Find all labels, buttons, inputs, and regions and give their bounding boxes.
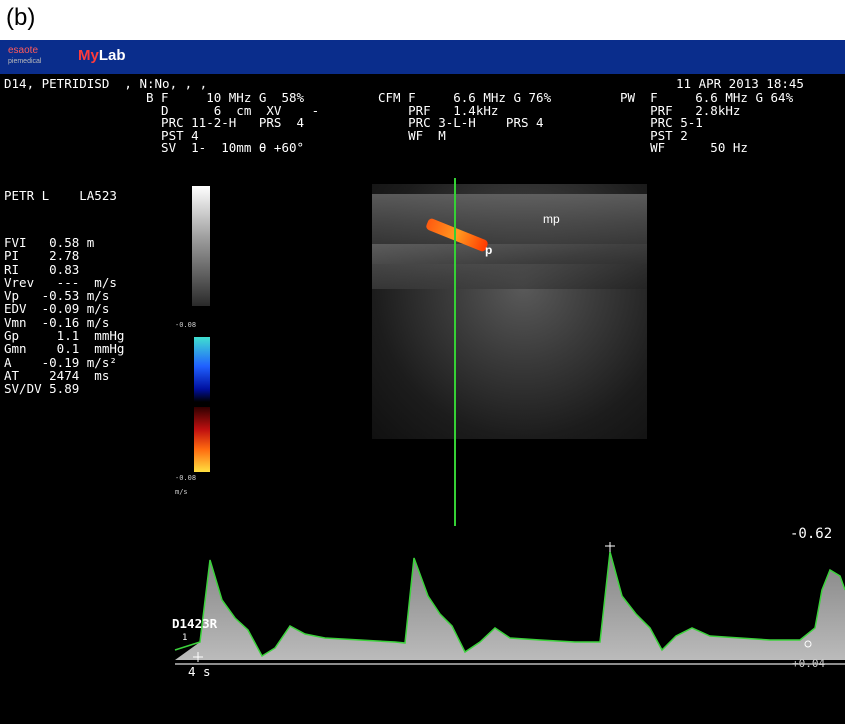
tissue-layer xyxy=(372,244,647,289)
title-bar: esaote piemedical MyLab xyxy=(0,40,845,74)
esaote-logo-sub: piemedical xyxy=(8,58,42,65)
ultrasound-screen: esaote piemedical MyLab D14, PETRIDISD ,… xyxy=(0,40,845,724)
label-p: p xyxy=(485,243,493,257)
mylab-title-lab: Lab xyxy=(98,47,126,64)
measurements-list: FVI 0.58 m PI 2.78 RI 0.83 Vrev --- m/s … xyxy=(4,235,125,397)
mylab-title: MyLab xyxy=(78,47,126,64)
label-mp: mp xyxy=(543,212,560,226)
panel-label: (b) xyxy=(6,4,36,31)
study-label: PETR L LA523 xyxy=(4,188,117,203)
end-marker xyxy=(804,640,812,648)
grayscale-bar xyxy=(192,186,210,306)
colorbar-unit: m/s xyxy=(175,488,188,496)
b-mode-image xyxy=(372,184,647,439)
spectrum-fill xyxy=(175,552,845,660)
date-time: 11 APR 2013 18:45 xyxy=(676,76,804,91)
velocity-colorbar-positive xyxy=(194,407,210,472)
spectrum-scale-top: -0.62 xyxy=(790,526,833,542)
cfm-params: CFM F 6.6 MHz G 76% PRF 1.4kHz PRC 3-L-H… xyxy=(378,90,552,143)
colorbar-mid-label: -0.08 xyxy=(175,321,197,329)
spectrum-marker-label: D1423R xyxy=(172,616,218,631)
patient-info: D14, PETRIDISD , N:No, , , xyxy=(4,76,208,91)
spectrum-envelope-trace xyxy=(174,551,845,658)
time-scale-label: 4 s xyxy=(188,664,211,679)
doppler-spectrum xyxy=(174,542,845,665)
velocity-colorbar-negative xyxy=(194,337,210,402)
colorbar-bottom-label: -0.08 xyxy=(175,474,197,482)
mylab-title-my: My xyxy=(78,47,99,64)
doppler-cursor-line[interactable] xyxy=(454,178,456,526)
esaote-logo-text: esaote xyxy=(8,45,39,56)
spectrum-scale-bottom: +0.04 xyxy=(792,657,826,670)
pw-params: PW F 6.6 MHz G 64% PRF 2.8kHz PRC 5-1 PS… xyxy=(620,90,794,155)
b-mode-params: B F 10 MHz G 58% D 6 cm XV - PRC 11-2-H … xyxy=(146,90,320,155)
esaote-logo: esaote piemedical xyxy=(8,45,68,69)
spectrum-marker-sub: 1 xyxy=(182,633,188,643)
